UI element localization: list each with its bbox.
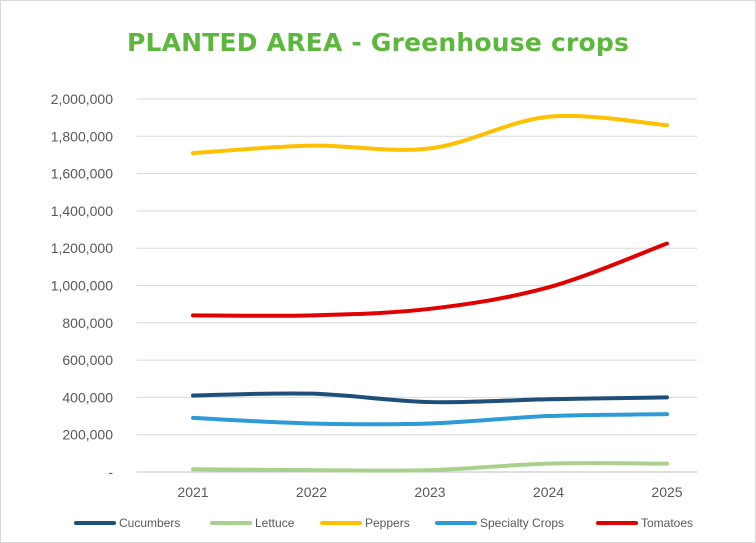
y-tick-label: 800,000 [62, 315, 113, 331]
series-line-specialty-crops [191, 412, 669, 427]
legend-label: Lettuce [255, 516, 295, 530]
y-tick-label: 200,000 [62, 427, 113, 443]
legend-item-lettuce: Lettuce [210, 514, 294, 532]
y-tick-label: 600,000 [62, 352, 113, 368]
x-tick-label: 2023 [414, 484, 445, 500]
x-tick-label: 2024 [533, 484, 564, 500]
legend: Cucumbers Lettuce Peppers Specialty Crops To… [0, 514, 756, 532]
x-tick-label: 2025 [651, 484, 682, 500]
legend-swatch [435, 521, 477, 525]
legend-label: Cucumbers [119, 516, 181, 530]
legend-swatch [74, 521, 116, 525]
y-tick-label: 1,400,000 [51, 203, 113, 219]
y-tick-label: 1,800,000 [51, 128, 113, 144]
x-tick-label: 2021 [177, 484, 208, 500]
series-line-peppers [191, 113, 669, 156]
series-line-lettuce [191, 461, 669, 473]
legend-swatch [210, 521, 252, 525]
series-line-cucumbers [191, 391, 669, 405]
series-line-tomatoes [191, 241, 669, 318]
y-tick-label: 2,000,000 [51, 91, 113, 107]
x-tick-label: 2022 [296, 484, 327, 500]
y-tick-label: - [108, 464, 113, 480]
y-tick-label: 1,000,000 [51, 278, 113, 294]
chart-title: PLANTED AREA - Greenhouse crops [126, 28, 630, 57]
legend-label: Tomatoes [641, 516, 694, 530]
y-tick-label: 400,000 [62, 389, 113, 405]
y-tick-label: 1,600,000 [51, 166, 113, 182]
legend-item-peppers: Peppers [320, 514, 410, 532]
legend-swatch [596, 521, 638, 525]
legend-item-cucumbers: Cucumbers [74, 514, 180, 532]
legend-item-tomatoes: Tomatoes [596, 514, 693, 532]
y-tick-label: 1,200,000 [51, 240, 113, 256]
legend-label: Specialty Crops [480, 516, 565, 530]
legend-item-specialty-crops: Specialty Crops [435, 514, 564, 532]
legend-label: Peppers [365, 516, 410, 530]
legend-swatch [320, 521, 362, 525]
